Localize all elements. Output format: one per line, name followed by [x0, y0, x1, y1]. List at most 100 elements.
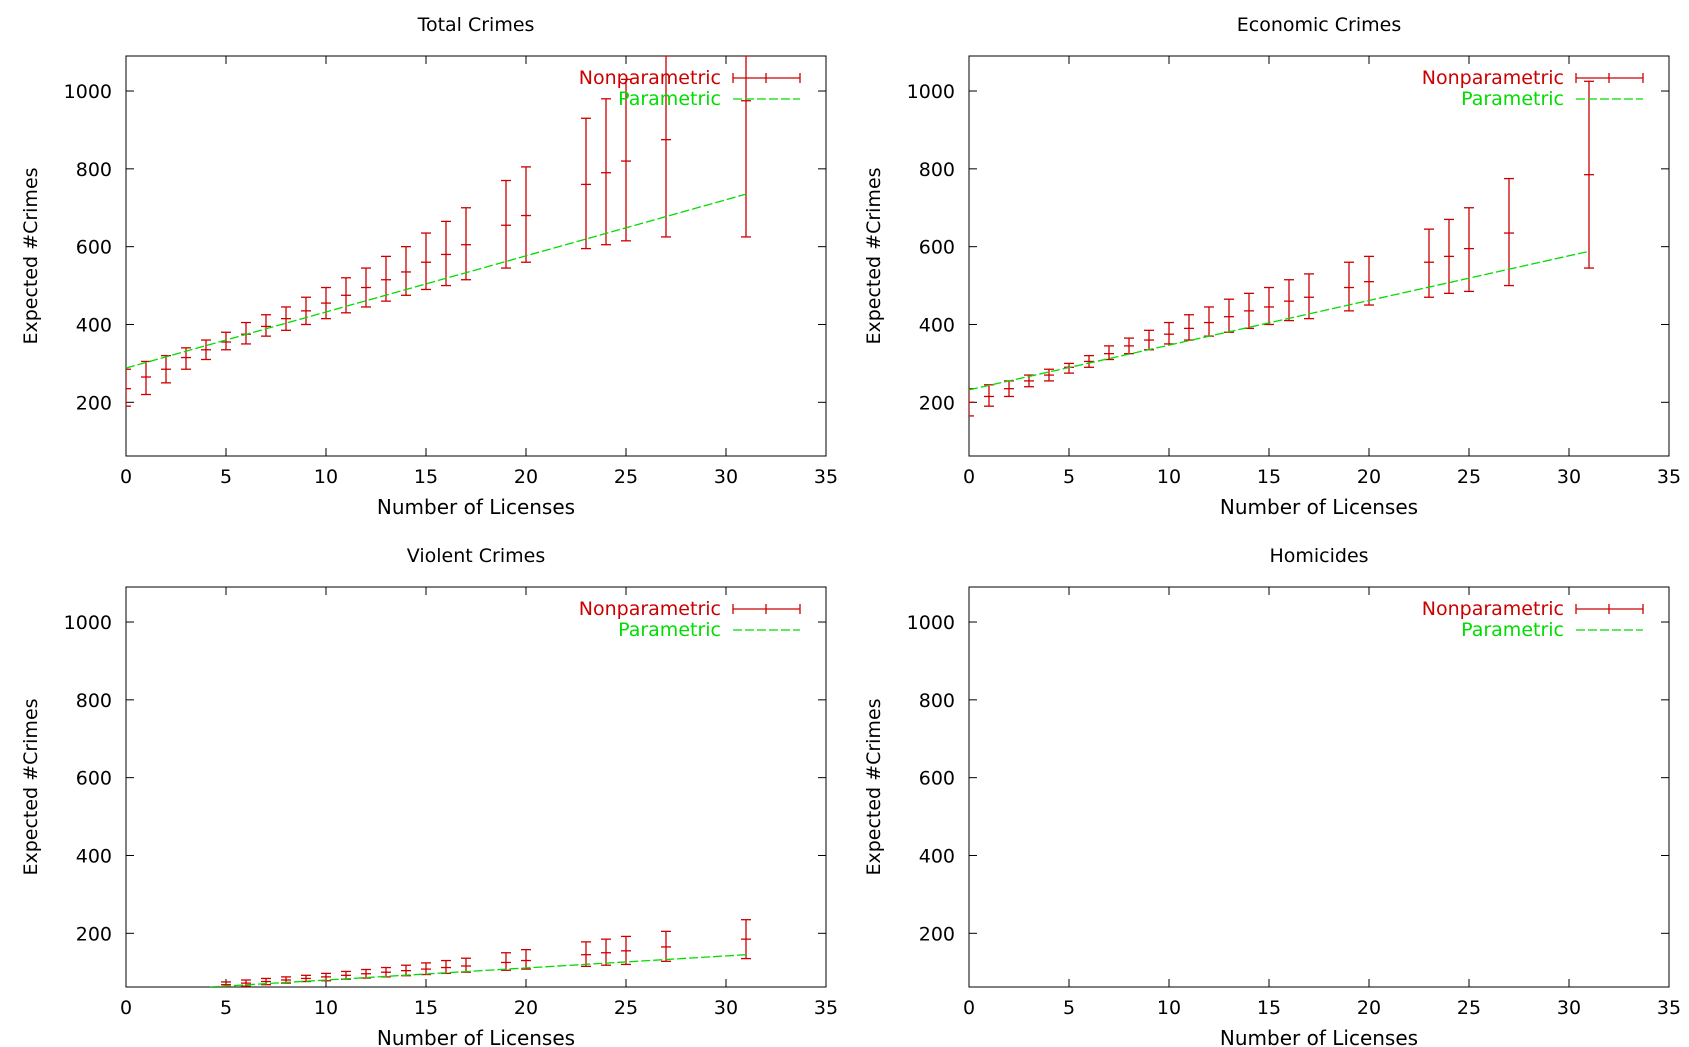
x-axis-label: Number of Licenses	[1220, 495, 1418, 519]
error-bar	[661, 930, 671, 962]
x-tick-label: 15	[414, 997, 438, 1019]
y-axis-label: Expected #Crimes	[863, 698, 885, 875]
error-bar	[1284, 279, 1294, 322]
parametric-line	[209, 954, 747, 987]
error-bar	[201, 339, 211, 361]
error-bar	[969, 388, 974, 417]
x-axis-label: Number of Licenses	[1220, 1026, 1418, 1047]
y-tick-label: 200	[76, 392, 112, 414]
x-tick-label: 35	[814, 466, 838, 488]
x-tick-label: 5	[220, 997, 232, 1019]
error-bar	[461, 957, 471, 973]
y-axis-label: Expected #Crimes	[20, 167, 42, 344]
error-bar	[741, 919, 751, 960]
y-tick-label: 200	[76, 923, 112, 945]
error-bar	[1124, 337, 1134, 355]
error-bar	[421, 962, 431, 976]
data-layer	[969, 80, 1594, 417]
chart-panel: Economic Crimes Number of Licenses Expecte…	[863, 14, 1681, 519]
chart-panel: Total Crimes Number of Licenses Expected #…	[20, 14, 838, 519]
x-axis-label: Number of Licenses	[377, 1026, 575, 1047]
error-bar	[601, 98, 611, 246]
x-tick-label: 30	[1557, 466, 1581, 488]
x-tick-label: 20	[514, 997, 538, 1019]
error-bar	[521, 166, 531, 263]
error-bar	[381, 966, 391, 978]
y-tick-label: 600	[76, 768, 112, 790]
error-bar	[301, 296, 311, 326]
error-bar	[501, 952, 511, 971]
legend-label-nonparametric: Nonparametric	[579, 598, 721, 620]
error-bar	[401, 964, 411, 977]
y-tick-label: 1000	[64, 612, 112, 634]
y-axis-label: Expected #Crimes	[20, 698, 42, 875]
x-tick-label: 30	[714, 466, 738, 488]
chart-panel: Homicides Number of Licenses Expected #Cri…	[863, 545, 1681, 1047]
error-bar	[501, 179, 511, 269]
x-tick-label: 10	[1157, 466, 1181, 488]
x-tick-label: 25	[1457, 997, 1481, 1019]
legend-label-nonparametric: Nonparametric	[579, 67, 721, 89]
parametric-line	[969, 250, 1590, 391]
data-layer	[209, 919, 751, 987]
y-tick-label: 400	[919, 314, 955, 336]
error-bar	[1584, 80, 1594, 269]
legend-label-nonparametric: Nonparametric	[1422, 67, 1564, 89]
x-tick-label: 5	[1063, 466, 1075, 488]
chart-title: Violent Crimes	[407, 545, 545, 567]
x-tick-label: 10	[1157, 997, 1181, 1019]
x-tick-label: 5	[1063, 997, 1075, 1019]
error-bar	[261, 314, 271, 337]
error-bar	[581, 941, 591, 968]
data-layer	[126, 56, 751, 407]
x-axis-label: Number of Licenses	[377, 495, 575, 519]
legend-label-parametric: Parametric	[618, 88, 721, 110]
plot-frame	[125, 586, 827, 988]
error-bar	[1204, 306, 1214, 337]
error-bar	[441, 220, 451, 287]
x-tick-label: 25	[614, 997, 638, 1019]
error-bar	[381, 255, 391, 302]
chart-title: Homicides	[1269, 545, 1368, 567]
error-bar	[1224, 298, 1234, 333]
x-tick-label: 0	[120, 466, 132, 488]
error-bar	[161, 354, 171, 384]
x-tick-label: 0	[120, 997, 132, 1019]
x-tick-label: 35	[814, 997, 838, 1019]
x-tick-label: 30	[714, 997, 738, 1019]
y-tick-label: 1000	[64, 81, 112, 103]
x-tick-label: 5	[220, 466, 232, 488]
error-bar	[521, 948, 531, 970]
error-bar	[441, 959, 451, 975]
error-bar	[621, 935, 631, 966]
error-bar	[461, 207, 471, 281]
y-tick-label: 400	[76, 314, 112, 336]
error-bar	[1344, 261, 1354, 312]
error-bar	[281, 306, 291, 331]
error-bar	[1264, 286, 1274, 326]
error-bar	[621, 78, 631, 242]
error-bar	[1424, 228, 1434, 298]
y-tick-label: 200	[919, 923, 955, 945]
x-tick-label: 15	[1257, 997, 1281, 1019]
y-tick-label: 400	[76, 845, 112, 867]
x-tick-label: 25	[614, 466, 638, 488]
error-bar	[581, 117, 591, 250]
y-tick-label: 800	[919, 159, 955, 181]
y-tick-label: 600	[76, 237, 112, 259]
error-bar	[661, 56, 671, 238]
error-bar	[1364, 255, 1374, 306]
error-bar	[321, 286, 331, 320]
x-tick-label: 20	[1357, 997, 1381, 1019]
chart-panel: Violent Crimes Number of Licenses Expected…	[20, 545, 838, 1047]
x-tick-label: 10	[314, 997, 338, 1019]
error-bar	[221, 331, 231, 351]
y-tick-label: 600	[919, 768, 955, 790]
error-bar	[984, 384, 994, 407]
error-bar	[421, 232, 431, 291]
error-bar	[1044, 368, 1054, 382]
y-tick-label: 800	[76, 159, 112, 181]
y-tick-label: 800	[919, 690, 955, 712]
